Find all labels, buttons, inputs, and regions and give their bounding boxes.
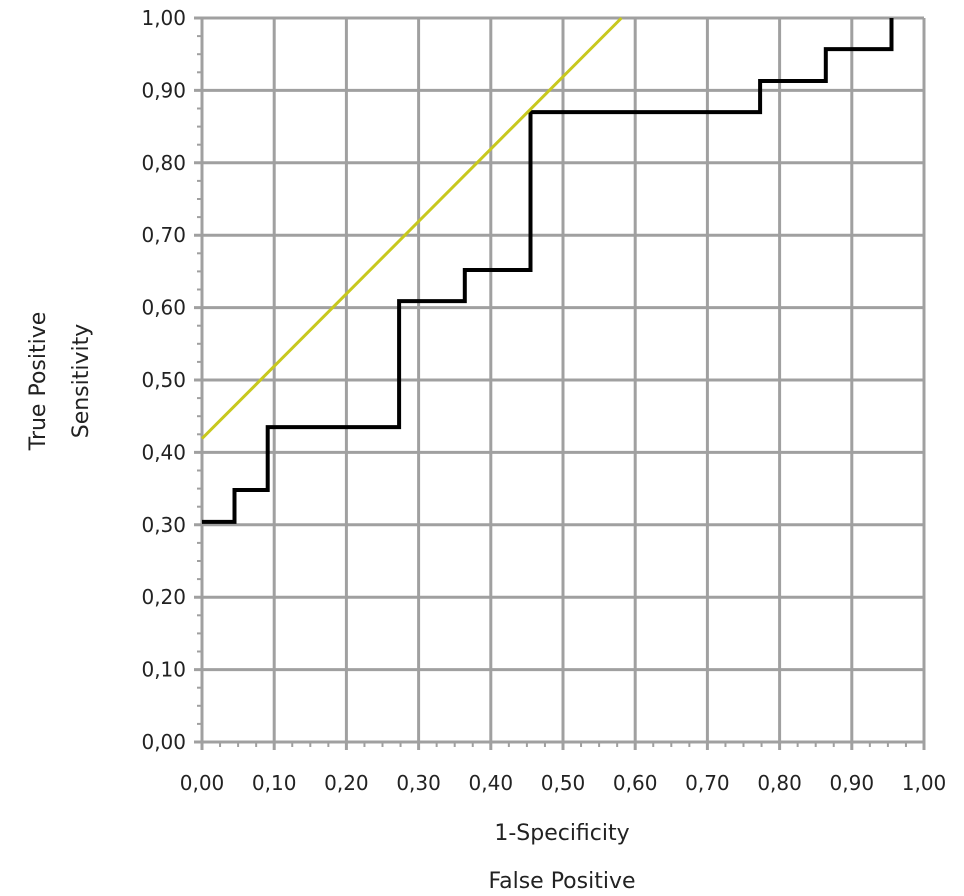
y-tick-label: 1,00 (141, 6, 186, 30)
x-tick-label: 0,00 (180, 771, 225, 795)
y-tick-label: 0,00 (141, 730, 186, 754)
y-tick-label: 0,80 (141, 151, 186, 175)
y-axis-subtitle: True Positive (26, 312, 51, 452)
x-tick-label: 0,40 (469, 771, 514, 795)
y-tick-label: 0,10 (141, 658, 186, 682)
y-tick-labels: 0,00 0,10 0,20 0,30 0,40 0,50 0,60 0,70 0,80 0,90… (141, 6, 186, 754)
series-layer (200, 16, 894, 524)
y-tick-label: 0,70 (141, 223, 186, 247)
x-tick-label: 0,50 (541, 771, 586, 795)
y-tick-label: 0,40 (141, 440, 186, 464)
y-tick-label: 0,50 (141, 368, 186, 392)
x-tick-label: 0,80 (757, 771, 802, 795)
minor-ticks (197, 35, 907, 747)
y-tick-label: 0,30 (141, 513, 186, 537)
x-tick-label: 0,60 (613, 771, 658, 795)
x-tick-label: 0,90 (830, 771, 875, 795)
x-tick-label: 0,30 (396, 771, 441, 795)
x-tick-labels: 0,00 0,10 0,20 0,30 0,40 0,50 0,60 0,70 0,80 0,90… (180, 771, 947, 795)
roc-curve (202, 18, 894, 524)
reference-line (200, 16, 623, 440)
x-tick-label: 0,70 (685, 771, 730, 795)
y-axis-title: Sensitivity (69, 324, 94, 439)
grid (194, 16, 926, 750)
y-tick-label: 0,90 (141, 78, 186, 102)
x-tick-label: 0,10 (252, 771, 297, 795)
x-axis-subtitle: False Positive (488, 869, 635, 894)
x-axis-title: 1-Specificity (494, 821, 629, 846)
x-tick-label: 1,00 (902, 771, 947, 795)
y-tick-label: 0,60 (141, 296, 186, 320)
x-tick-label: 0,20 (324, 771, 369, 795)
y-tick-label: 0,20 (141, 585, 186, 609)
